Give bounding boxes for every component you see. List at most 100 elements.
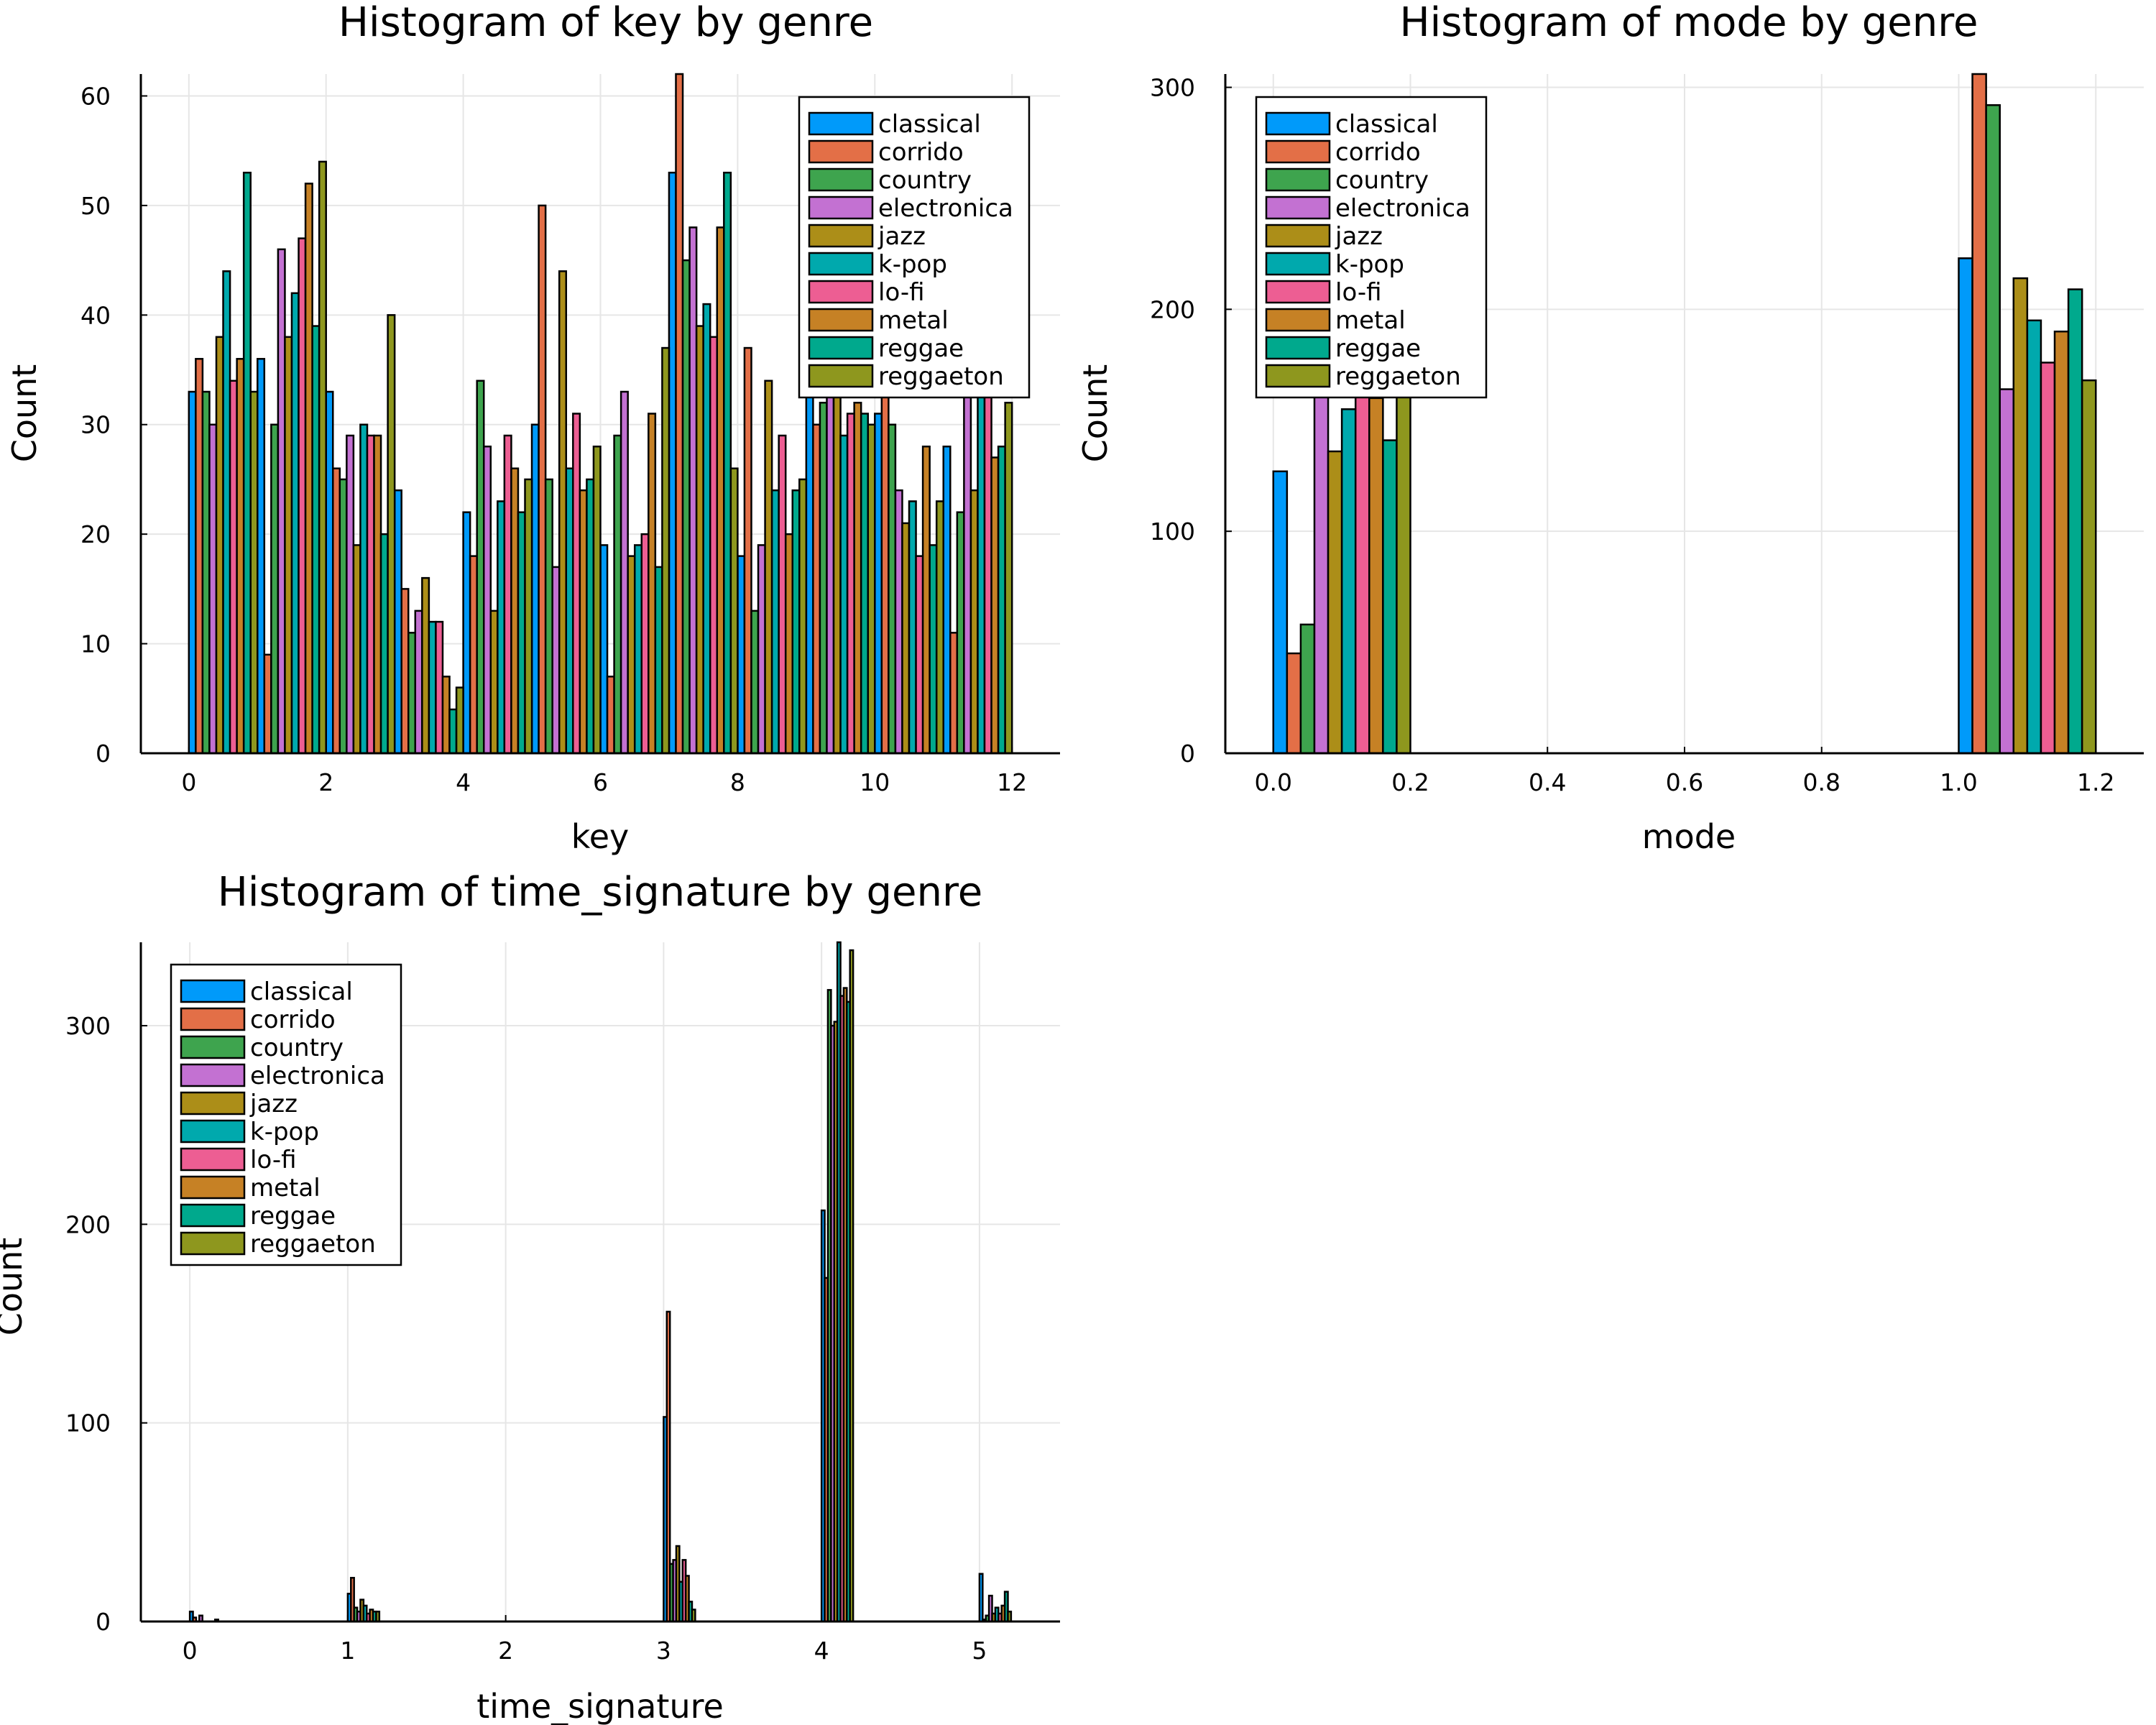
- bar-electronica: [894, 489, 903, 755]
- bar-country: [476, 380, 485, 755]
- legend-swatch-reggaeton: [180, 1231, 246, 1256]
- x-tick-label: 1.0: [1940, 768, 1977, 796]
- legend-label-country: country: [250, 1034, 344, 1062]
- legend-swatch-lo-fi: [180, 1147, 246, 1172]
- bar-corrido: [469, 555, 478, 755]
- legend-swatch-reggaeton: [1265, 364, 1331, 388]
- bar-k-pop: [290, 292, 300, 755]
- panel-mode-plot: 0.0 0.2 0.4 0.6 0.8 1.0 1.2 0 100 200 300: [1150, 73, 2144, 796]
- bar-metal: [716, 226, 725, 755]
- bar-jazz: [695, 325, 704, 755]
- bar-lo-fi: [298, 237, 307, 755]
- legend-label-lo-fi: lo-fi: [878, 278, 925, 307]
- x-tick-label: 0: [183, 1637, 198, 1665]
- x-tick-label: 6: [593, 768, 608, 796]
- bar-reggaeton: [375, 1610, 381, 1623]
- legend-label-electronica: electronica: [250, 1062, 385, 1090]
- bar-reggaeton: [455, 686, 464, 755]
- bar-classical: [188, 390, 197, 755]
- legend-label-k-pop: k-pop: [878, 250, 947, 279]
- y-tick-label: 20: [80, 520, 111, 548]
- bar-lo-fi: [229, 380, 238, 755]
- bar-corrido: [1286, 652, 1302, 755]
- legend-label-electronica: electronica: [1335, 194, 1470, 223]
- panel-mode-ylabel: Count: [1076, 364, 1115, 463]
- bar-reggae: [448, 708, 458, 755]
- legend-label-reggaeton: reggaeton: [1335, 362, 1461, 391]
- legend-label-corrido: corrido: [1335, 138, 1421, 167]
- x-tick-label: 4: [456, 768, 471, 796]
- bar-electronica: [688, 226, 698, 755]
- bar-lo-fi: [503, 434, 512, 755]
- bar-jazz: [421, 576, 430, 755]
- bar-jazz: [558, 270, 568, 755]
- bar-classical: [462, 511, 471, 755]
- bar-country: [1985, 104, 2001, 755]
- y-tick-label: 300: [1150, 74, 1195, 102]
- legend-label-classical: classical: [878, 110, 981, 139]
- legend-swatch-country: [1265, 167, 1331, 192]
- bar-jazz: [901, 522, 911, 755]
- bar-corrido: [675, 73, 684, 755]
- y-tick-label: 10: [80, 630, 111, 658]
- bar-country: [888, 423, 897, 755]
- x-tick-label: 1.2: [2077, 768, 2114, 796]
- legend-label-reggaeton: reggaeton: [250, 1230, 376, 1259]
- bar-k-pop: [359, 423, 369, 755]
- x-tick-label: 0.0: [1255, 768, 1292, 796]
- legend-swatch-reggaeton: [808, 364, 874, 388]
- bar-classical: [942, 445, 952, 755]
- bar-metal: [510, 467, 520, 755]
- bar-electronica: [208, 423, 218, 755]
- bar-reggae: [723, 171, 732, 755]
- legend-label-classical: classical: [250, 978, 353, 1006]
- legend-swatch-classical: [180, 979, 246, 1003]
- bar-jazz: [352, 544, 361, 755]
- panel-key-legend: classicalcorridocountryelectronicajazzk-…: [798, 96, 1031, 399]
- bar-reggaeton: [1004, 402, 1013, 755]
- bar-reggaeton: [318, 160, 327, 755]
- x-tick-label: 2: [318, 768, 333, 796]
- bar-k-pop: [565, 467, 574, 755]
- x-tick-label: 1: [340, 1637, 355, 1665]
- legend-swatch-corrido: [180, 1007, 246, 1031]
- bar-reggae: [311, 325, 321, 755]
- legend-label-reggae: reggae: [878, 334, 964, 363]
- bar-metal: [373, 434, 382, 755]
- x-tick-label: 8: [730, 768, 745, 796]
- bar-classical: [393, 489, 402, 755]
- bar-classical: [874, 413, 883, 755]
- panel-time-signature-title: Histogram of time_signature by genre: [218, 869, 982, 916]
- legend-swatch-electronica: [1265, 196, 1331, 220]
- bar-metal: [236, 358, 245, 755]
- legend-swatch-classical: [808, 111, 874, 136]
- bar-metal: [304, 183, 313, 755]
- bar-classical: [530, 423, 540, 755]
- bar-corrido: [263, 653, 272, 755]
- bar-corrido: [332, 467, 341, 755]
- y-tick-label: 50: [80, 192, 111, 220]
- bar-corrido: [195, 358, 204, 755]
- bar-corrido: [538, 204, 547, 755]
- x-tick-label: 12: [997, 768, 1027, 796]
- y-tick-label: 0: [1180, 740, 1195, 768]
- y-tick-label: 200: [1150, 295, 1195, 323]
- legend-label-reggae: reggae: [1335, 334, 1421, 363]
- bar-country: [750, 610, 760, 755]
- bar-lo-fi: [915, 555, 924, 755]
- bar-classical: [1958, 257, 1973, 755]
- y-tick-label: 200: [65, 1210, 111, 1238]
- x-tick-label: 4: [814, 1637, 829, 1665]
- bar-lo-fi: [366, 434, 375, 755]
- bar-corrido: [812, 423, 821, 755]
- legend-swatch-reggae: [1265, 336, 1331, 360]
- legend-swatch-jazz: [1265, 224, 1331, 248]
- y-tick-label: 100: [65, 1409, 111, 1438]
- bar-metal: [648, 413, 657, 755]
- bar-classical: [737, 555, 746, 755]
- legend-swatch-lo-fi: [1265, 280, 1331, 304]
- bar-classical: [668, 171, 677, 755]
- legend-swatch-metal: [808, 308, 874, 332]
- legend-swatch-k-pop: [1265, 252, 1331, 276]
